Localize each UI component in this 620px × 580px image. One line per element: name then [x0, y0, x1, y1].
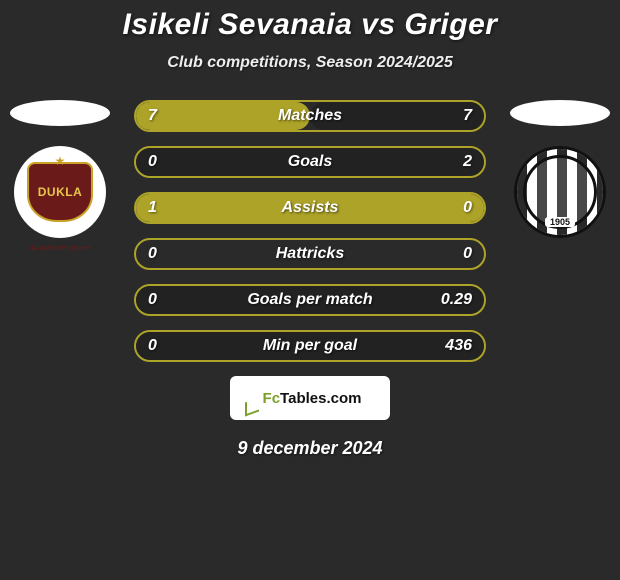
shield-icon: ★ DUKLA	[27, 162, 93, 222]
brand-suffix: Tables.com	[280, 390, 361, 407]
stat-label: Matches	[136, 107, 484, 125]
stat-row: 0Goals2	[134, 146, 486, 178]
right-ellipse	[510, 100, 610, 126]
stat-label: Goals	[136, 153, 484, 171]
brand-prefix: Fc	[263, 390, 281, 407]
stat-label: Min per goal	[136, 337, 484, 355]
date-text: 9 december 2024	[0, 438, 620, 459]
stat-label: Goals per match	[136, 291, 484, 309]
stat-label: Assists	[136, 199, 484, 217]
comparison-subtitle: Club competitions, Season 2024/2025	[0, 54, 620, 72]
comparison-title: Isikeli Sevanaia vs Griger	[0, 8, 620, 42]
right-value: 436	[445, 337, 472, 355]
stat-row: 0Hattricks0	[134, 238, 486, 270]
left-crest-icon: ★ DUKLA Ad astra per aspera	[14, 146, 106, 238]
left-ellipse	[10, 100, 110, 126]
stat-row: 7Matches7	[134, 100, 486, 132]
right-value: 0.29	[441, 291, 472, 309]
right-value: 0	[463, 199, 472, 217]
right-value: 2	[463, 153, 472, 171]
star-icon: ★	[55, 154, 66, 168]
left-crest-motto: Ad astra per aspera	[14, 245, 106, 252]
right-team-block: 1905	[510, 100, 610, 238]
stats-container: 7Matches70Goals21Assists00Hattricks00Goa…	[134, 100, 486, 362]
right-crest-icon: 1905	[514, 146, 606, 238]
brand-text: FcTables.com	[263, 390, 362, 407]
right-value: 7	[463, 107, 472, 125]
stat-row: 0Goals per match0.29	[134, 284, 486, 316]
stat-label: Hattricks	[136, 245, 484, 263]
right-crest-year: 1905	[545, 217, 575, 227]
brand-logo: FcTables.com	[230, 376, 390, 420]
stat-row: 1Assists0	[134, 192, 486, 224]
left-team-block: ★ DUKLA Ad astra per aspera	[10, 100, 110, 238]
left-crest-text: DUKLA	[38, 185, 83, 199]
right-value: 0	[463, 245, 472, 263]
stat-row: 0Min per goal436	[134, 330, 486, 362]
